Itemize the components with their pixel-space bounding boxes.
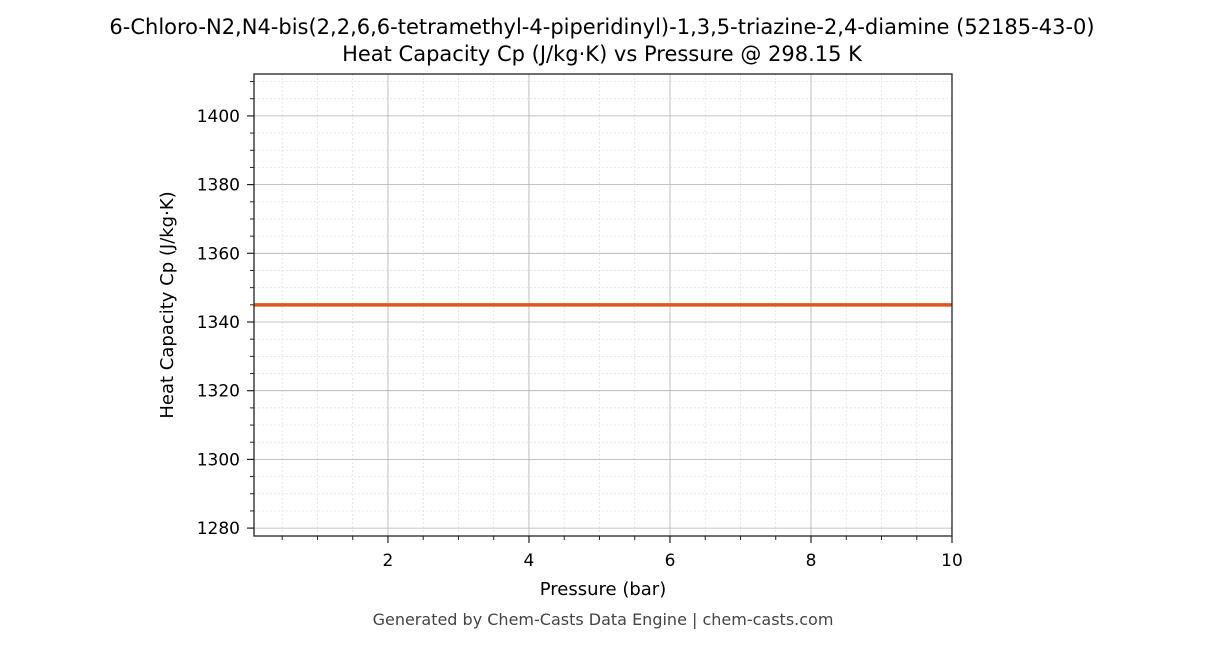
x-tick-label: 6 [665, 551, 676, 571]
y-tick-label: 1280 [197, 519, 240, 539]
x-tick-label: 8 [806, 551, 817, 571]
chart-title: 6-Chloro-N2,N4-bis(2,2,6,6-tetramethyl-4… [109, 15, 1094, 39]
y-tick-label: 1300 [197, 450, 240, 470]
x-tick-label: 4 [524, 551, 535, 571]
y-tick-label: 1320 [197, 382, 240, 402]
footer-credit: Generated by Chem-Casts Data Engine | ch… [373, 610, 834, 629]
y-tick-label: 1360 [197, 244, 240, 264]
chart-subtitle: Heat Capacity Cp (J/kg·K) vs Pressure @ … [342, 42, 863, 66]
x-axis-label: Pressure (bar) [540, 579, 666, 600]
y-tick-label: 1380 [197, 176, 240, 196]
x-tick-label: 2 [383, 551, 394, 571]
y-tick-label: 1340 [197, 313, 240, 333]
ticks: 2 4 6 8 10 1280 1300 1320 1340 1360 1380 1400 [197, 81, 963, 571]
y-tick-label: 1400 [197, 107, 240, 127]
y-axis-label: Heat Capacity Cp (J/kg·K) [157, 191, 178, 418]
grid [254, 74, 953, 536]
x-tick-label: 10 [941, 551, 963, 571]
